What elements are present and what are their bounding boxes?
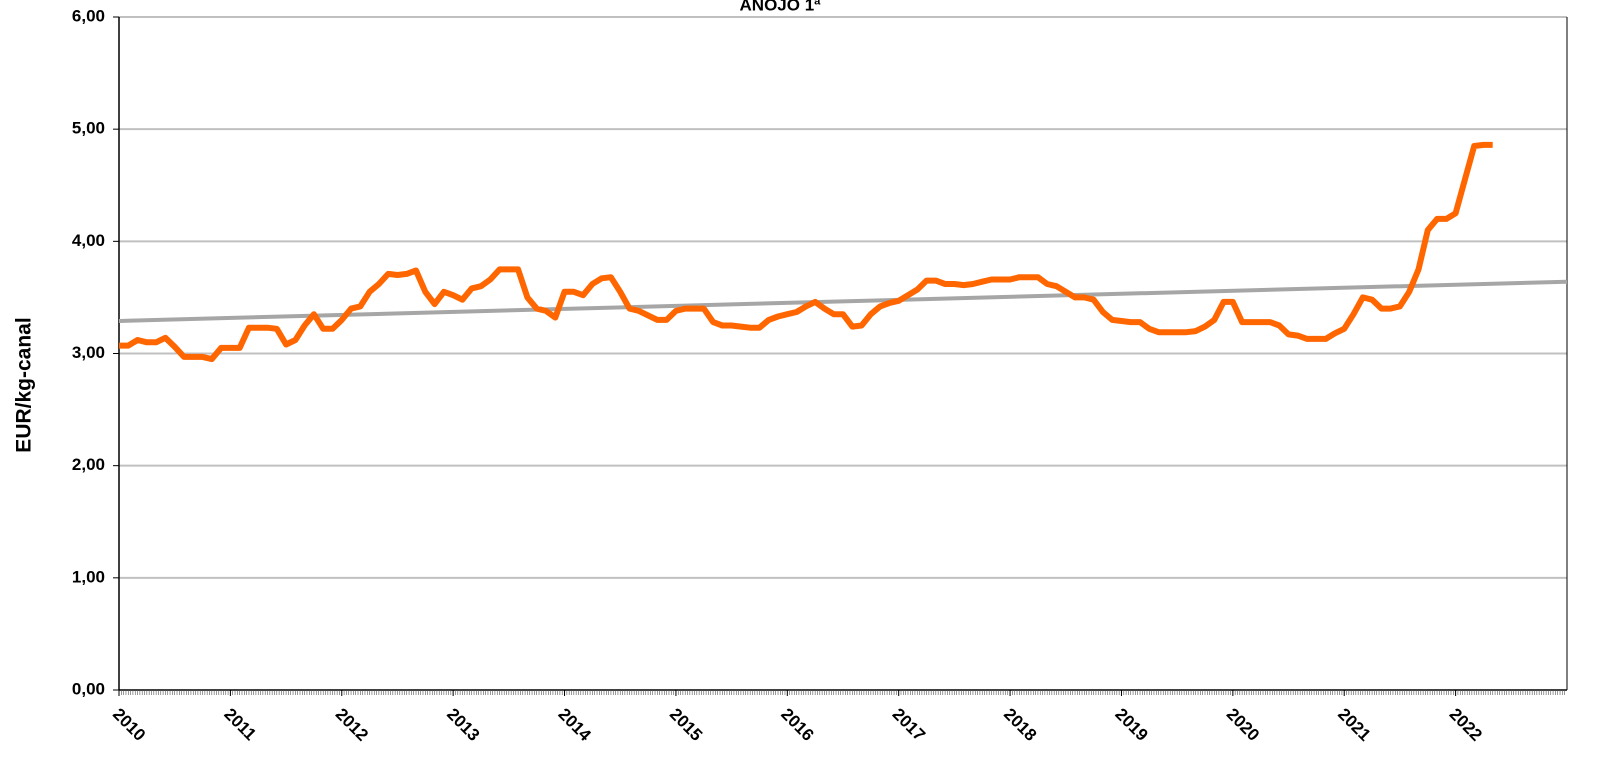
trend-line [118,279,1568,323]
x-tick-label: 2015 [666,705,706,745]
x-tick-label: 2017 [889,705,929,745]
price-line [119,141,1493,363]
x-tick-label: 2012 [332,705,372,745]
x-tick-label: 2013 [443,705,483,745]
chart-title: AÑOJO 1ª [740,0,822,14]
x-tick-label: 2021 [1334,705,1374,745]
x-tick-label: 2016 [777,705,817,745]
y-tick-label: 0,00 [72,679,105,698]
x-tick-label: 2020 [1223,705,1263,745]
y-tick-label: 4,00 [72,231,105,250]
x-tick-label: 2019 [1111,705,1151,745]
y-tick-label: 5,00 [72,119,105,138]
y-tick-label: 1,00 [72,567,105,586]
x-tick-label: 2014 [555,705,596,746]
y-tick-label: 6,00 [72,6,105,25]
x-tick-label: 2010 [109,705,149,745]
x-tick-label: 2011 [220,705,260,745]
y-tick-label: 2,00 [72,455,105,474]
y-tick-label: 3,00 [72,343,105,362]
x-tick-label: 2018 [1000,705,1040,745]
x-tick-label: 2022 [1446,705,1486,745]
y-axis-label: EUR/kg-canal [13,317,36,452]
